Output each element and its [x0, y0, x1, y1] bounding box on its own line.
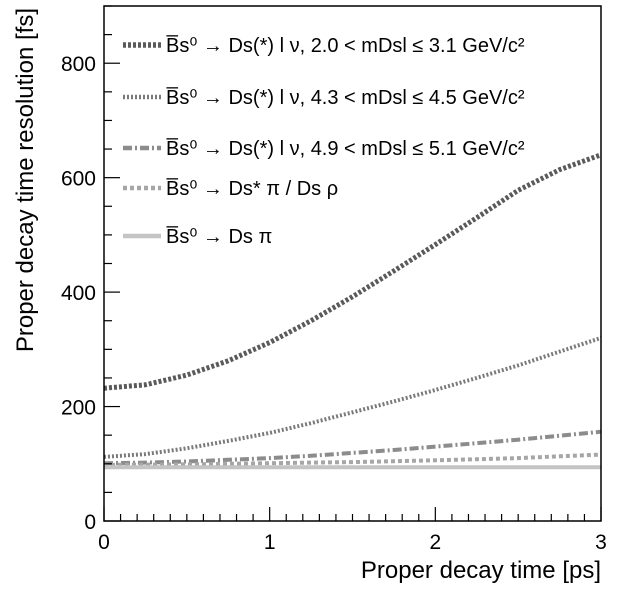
legend-label-5: B̅s⁰ → Ds π [166, 225, 272, 248]
legend-label-4: B̅s⁰ → Ds* π / Ds ρ [166, 177, 338, 200]
y-tick-label: 600 [61, 168, 96, 191]
series-line-1 [103, 152, 602, 391]
series-line-2 [103, 336, 602, 459]
series-line-4 [103, 452, 602, 467]
legend: B̅s⁰ → Ds(*) l ν, 2.0 < mDsl ≤ 3.1 GeV/c… [123, 34, 525, 248]
axis-ticks: 0 1 2 3 0 200 400 600 800 [61, 5, 607, 554]
y-tick-label: 800 [61, 53, 96, 76]
x-tick-label: 1 [264, 531, 276, 554]
legend-label-3: B̅s⁰ → Ds(*) l ν, 4.9 < mDsl ≤ 5.1 GeV/c… [166, 137, 525, 160]
series-layer [103, 152, 602, 470]
x-tick-label: 3 [595, 531, 607, 554]
y-tick-label: 400 [61, 282, 96, 305]
y-tick-label: 200 [61, 397, 96, 420]
y-axis-title: Proper decay time resolution [fs] [12, 8, 39, 352]
x-tick-label: 2 [429, 531, 441, 554]
series-line-3 [103, 429, 602, 466]
legend-label-2: B̅s⁰ → Ds(*) l ν, 4.3 < mDsl ≤ 4.5 GeV/c… [166, 86, 525, 109]
x-tick-label: 0 [98, 531, 110, 554]
y-tick-label: 0 [84, 511, 96, 534]
x-axis-title: Proper decay time [ps] [361, 557, 601, 584]
legend-label-1: B̅s⁰ → Ds(*) l ν, 2.0 < mDsl ≤ 3.1 GeV/c… [166, 34, 525, 57]
